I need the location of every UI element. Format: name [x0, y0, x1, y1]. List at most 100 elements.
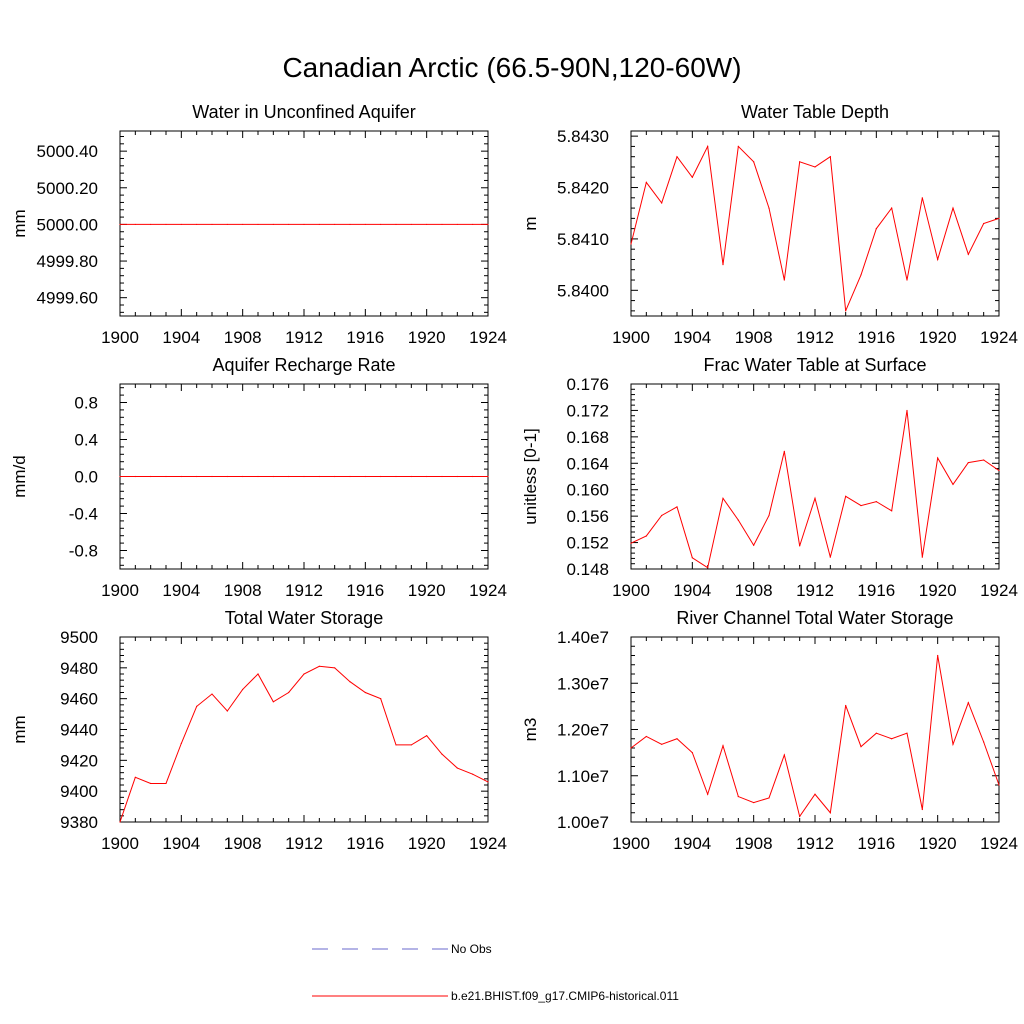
data-point: [952, 743, 954, 745]
data-point: [952, 207, 954, 209]
data-point: [426, 223, 428, 226]
y-axis-label: m: [521, 216, 540, 230]
x-tick-label: 1916: [346, 328, 384, 347]
y-axis-label: m3: [521, 718, 540, 742]
y-tick-label: 0.160: [566, 481, 609, 500]
data-point: [288, 223, 290, 226]
data-point: [906, 409, 908, 412]
y-tick-label: 9440: [60, 721, 98, 740]
data-point: [860, 504, 862, 507]
plot-frame: [630, 383, 1000, 570]
data-point: [722, 745, 724, 747]
x-tick-label: 1912: [285, 834, 323, 853]
data-point: [119, 223, 121, 226]
x-tick-label: 1924: [980, 581, 1018, 600]
data-point: [441, 475, 443, 478]
x-tick-label: 1912: [796, 834, 834, 853]
data-point: [334, 667, 336, 669]
x-tick-label: 1900: [101, 581, 139, 600]
data-point: [456, 223, 458, 226]
data-point: [165, 475, 167, 478]
data-point: [257, 223, 259, 226]
x-tick-label: 1924: [980, 328, 1018, 347]
data-point: [472, 475, 474, 478]
panel-3: Aquifer Recharge Rate mm/d 1900 1904 1908 191…: [10, 355, 507, 600]
x-tick-label: 1924: [469, 581, 507, 600]
x-tick-label: 1904: [673, 834, 711, 853]
data-point: [180, 223, 182, 226]
data-point: [134, 475, 136, 478]
data-point: [891, 207, 893, 209]
x-tick-label: 1920: [408, 834, 446, 853]
y-axis-label: mm: [10, 209, 29, 237]
x-tick-label: 1908: [224, 834, 262, 853]
x-tick-label: 1924: [469, 834, 507, 853]
figure-title: Canadian Arctic (66.5-90N,120-60W): [282, 52, 742, 83]
y-tick-label: 0.4: [74, 431, 98, 450]
data-point: [134, 223, 136, 226]
data-point: [303, 475, 305, 478]
data-point: [921, 197, 923, 199]
data-point: [487, 223, 489, 226]
data-point: [661, 743, 663, 745]
y-tick-label: 9460: [60, 690, 98, 709]
data-point: [211, 475, 213, 478]
x-tick-label: 1924: [469, 328, 507, 347]
panel-title: Frac Water Table at Surface: [703, 355, 926, 375]
panel-4: Frac Water Table at Surface unitless [0-1…: [521, 355, 1018, 600]
data-point: [799, 815, 801, 818]
legend-label: b.e21.BHIST.f09_g17.CMIP6-historical.011: [451, 989, 679, 1003]
data-point: [676, 738, 678, 740]
data-point: [921, 808, 923, 811]
x-tick-label: 1916: [857, 834, 895, 853]
data-point: [875, 501, 877, 503]
data-point: [288, 475, 290, 478]
y-tick-label: 0.176: [566, 375, 609, 394]
x-tick-label: 1920: [408, 328, 446, 347]
data-point: [891, 510, 893, 512]
data-point: [150, 223, 152, 226]
data-point: [380, 698, 382, 700]
x-tick-label: 1920: [919, 328, 957, 347]
data-point: [380, 475, 382, 478]
series-line: [630, 144, 1000, 312]
data-point: [783, 754, 785, 756]
data-point: [410, 744, 412, 746]
data-point: [983, 222, 985, 225]
panel-2: Water Table Depth m 1900 1904 1908 1912 1916 19…: [521, 102, 1018, 347]
data-point: [799, 161, 801, 163]
x-tick-label: 1900: [612, 834, 650, 853]
data-point: [257, 673, 259, 675]
y-tick-label: 1.30e7: [557, 674, 609, 693]
data-point: [441, 223, 443, 226]
y-tick-label: 9380: [60, 813, 98, 832]
x-tick-label: 1904: [162, 328, 200, 347]
data-point: [472, 223, 474, 226]
data-point: [349, 223, 351, 226]
data-point: [226, 475, 228, 478]
plot-frame: [630, 130, 1000, 317]
y-tick-label: 0.152: [566, 534, 609, 553]
plot-frame: [119, 636, 489, 823]
data-point: [180, 475, 182, 478]
data-point: [983, 459, 985, 461]
data-point: [364, 691, 366, 694]
data-point: [288, 691, 290, 694]
y-tick-label: -0.4: [69, 505, 98, 524]
data-point: [707, 567, 709, 569]
data-point: [998, 784, 1000, 786]
data-point: [891, 738, 893, 740]
data-point: [349, 681, 351, 683]
data-point: [150, 782, 152, 785]
y-axis-label: unitless [0-1]: [521, 428, 540, 524]
data-point: [707, 145, 709, 148]
data-point: [196, 223, 198, 226]
data-point: [814, 166, 816, 168]
data-point: [645, 535, 647, 537]
data-point: [226, 223, 228, 226]
x-tick-label: 1900: [101, 328, 139, 347]
x-tick-label: 1900: [612, 328, 650, 347]
data-point: [753, 161, 755, 163]
